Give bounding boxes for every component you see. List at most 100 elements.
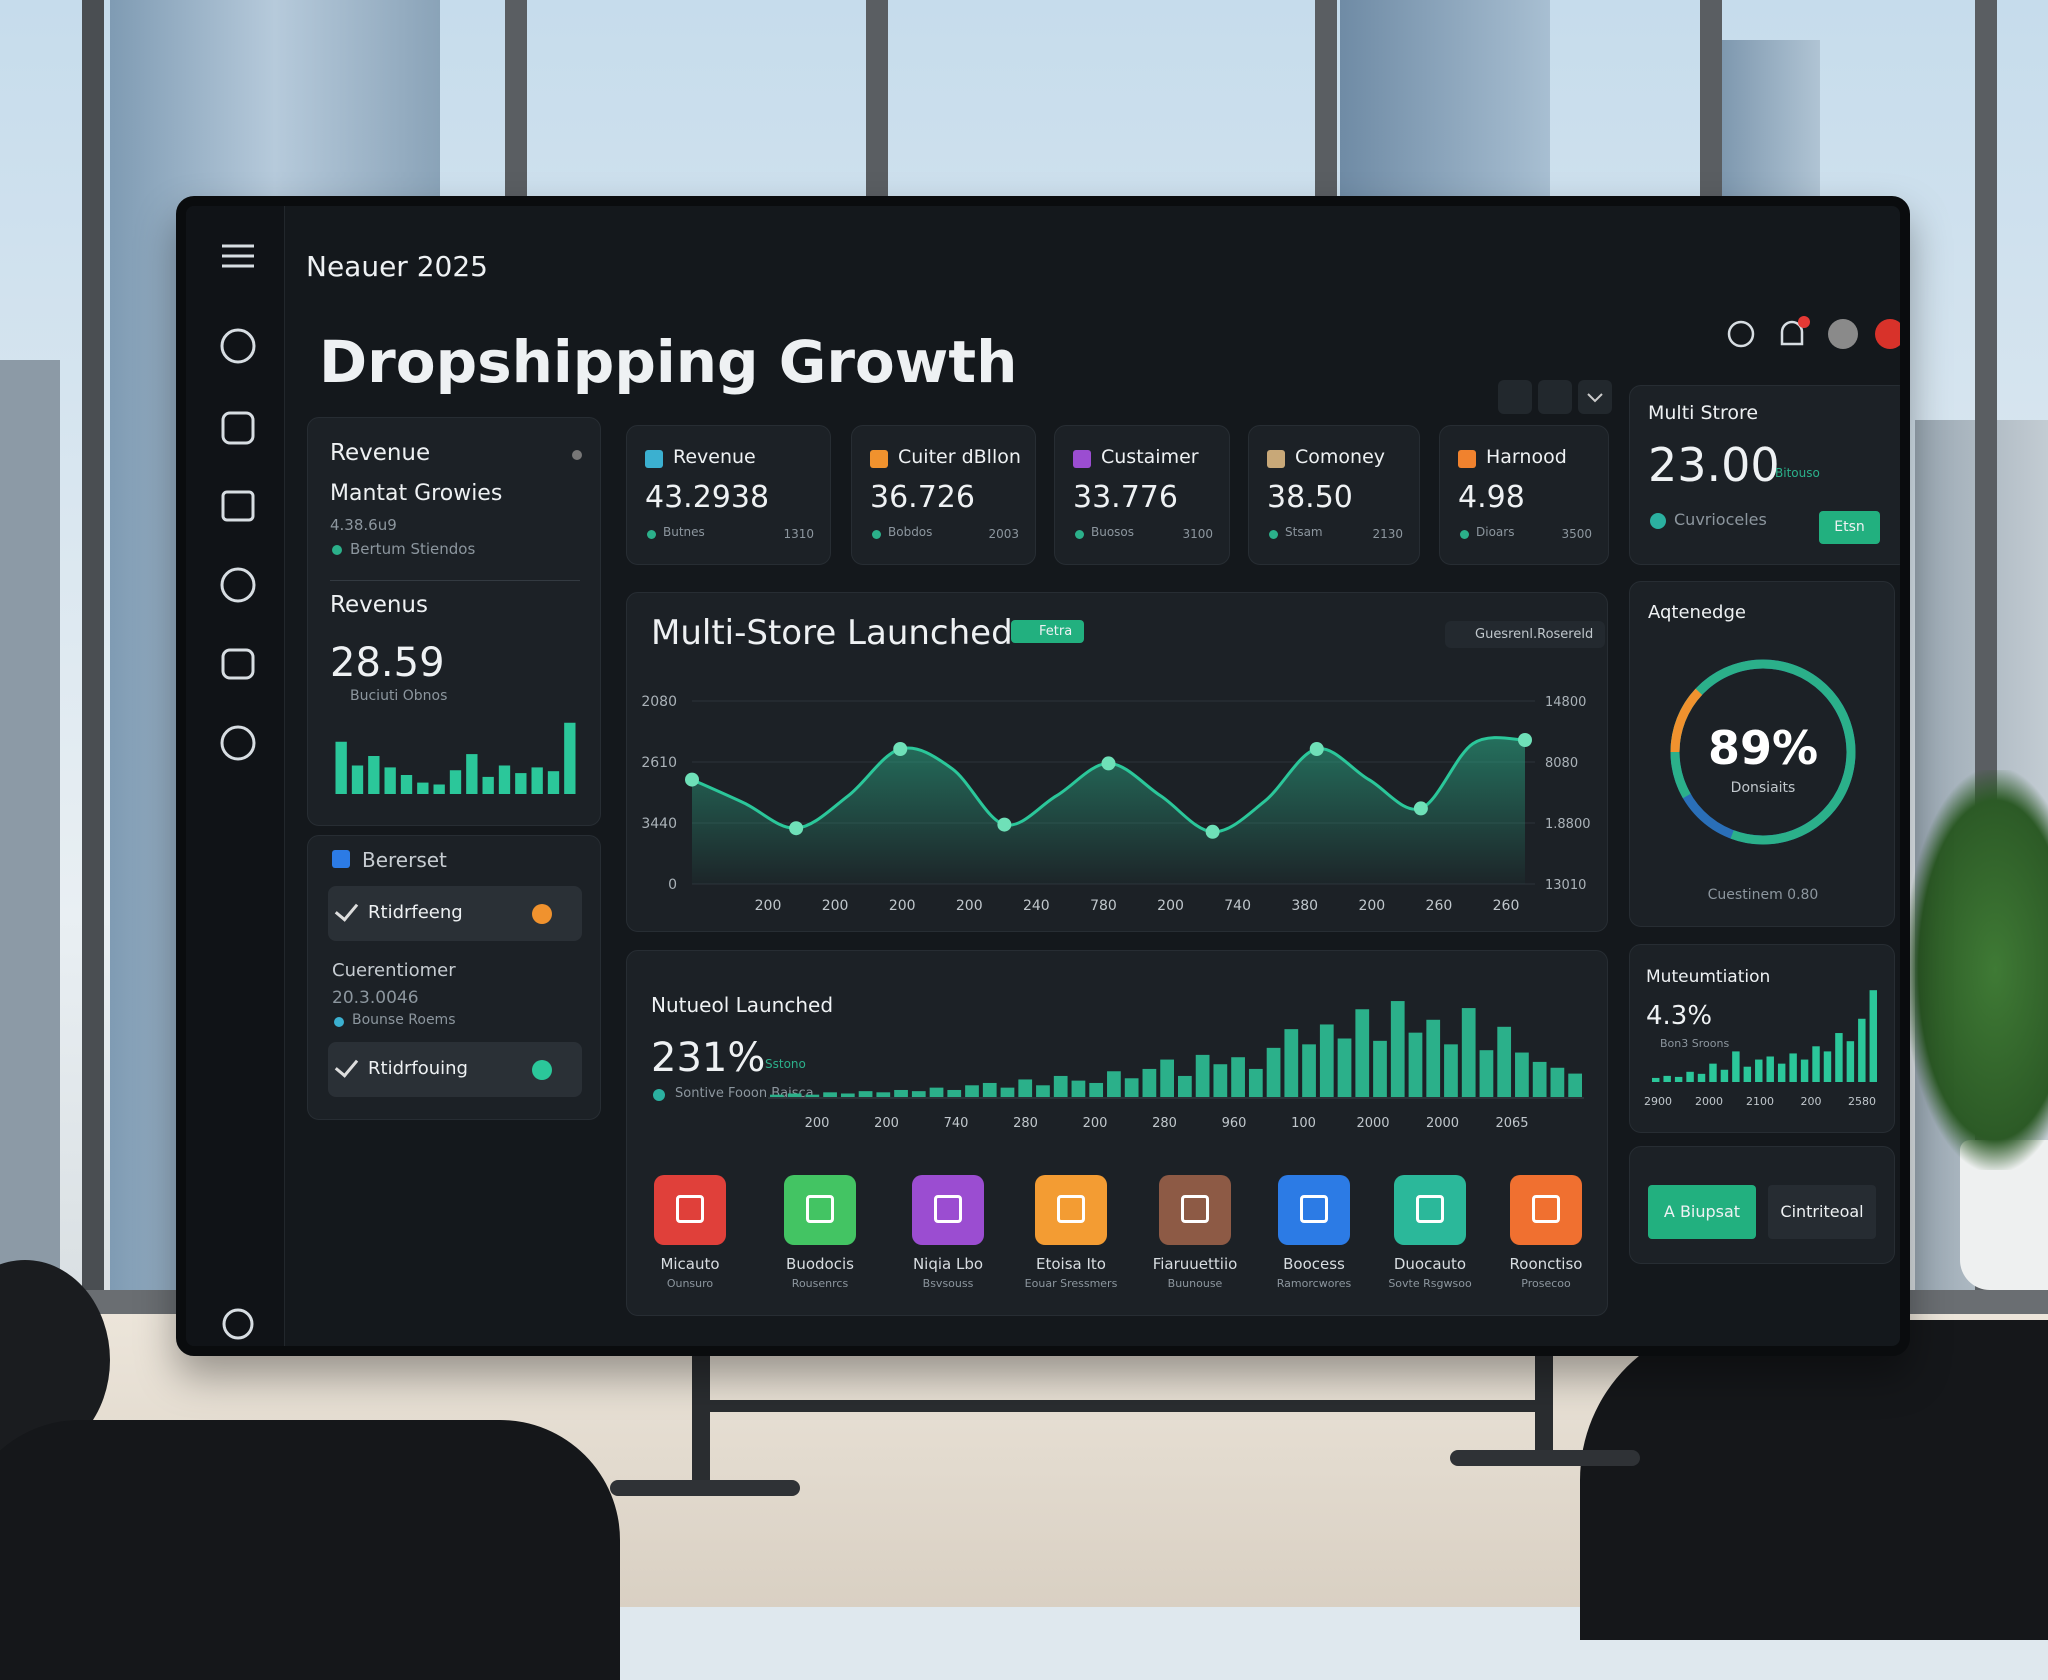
stand-base bbox=[610, 1480, 800, 1496]
mini-chart-card: Muteumtiation 4.3% Bon3 Sroons 2900 2000 2… bbox=[1629, 944, 1895, 1133]
nav-icon[interactable] bbox=[221, 490, 255, 522]
nav-icon[interactable] bbox=[220, 725, 256, 761]
app-tile[interactable] bbox=[654, 1175, 726, 1245]
tool-button[interactable] bbox=[1538, 380, 1572, 414]
kpi-value: 4.98 bbox=[1458, 480, 1525, 515]
app-sublabel: Buunouse bbox=[1167, 1277, 1223, 1290]
app-glyph bbox=[1532, 1195, 1560, 1223]
stand-bar bbox=[700, 1400, 1545, 1412]
kpi-note: Bobdos bbox=[888, 525, 933, 539]
header-icons bbox=[1727, 316, 1905, 349]
x-tick-label: 2100 bbox=[1746, 1095, 1774, 1108]
y2-tick-label: 13010 bbox=[1545, 878, 1586, 893]
nav-icon[interactable] bbox=[220, 567, 256, 603]
value: 4.3% bbox=[1646, 1001, 1713, 1031]
kpi-label: Custaimer bbox=[1101, 446, 1199, 468]
filter[interactable]: Guesrenl.Rosereld bbox=[1445, 621, 1606, 648]
kpi-card: Harnood 4.98 Dioars 3500 bbox=[1439, 425, 1609, 565]
bar bbox=[335, 741, 347, 794]
note: Bertum Stiendos bbox=[350, 540, 476, 558]
kpi-value: 36.726 bbox=[870, 480, 975, 515]
point bbox=[1205, 824, 1220, 839]
kpi-extra: 2003 bbox=[988, 527, 1019, 541]
tool-button[interactable] bbox=[1578, 380, 1612, 414]
point bbox=[1518, 733, 1532, 747]
gauge-accent bbox=[1670, 659, 1856, 845]
kpi-note: Dioars bbox=[1476, 525, 1515, 539]
bar bbox=[1515, 1052, 1529, 1097]
app-label: Niqia Lbo bbox=[912, 1255, 984, 1273]
page-title: Dropshipping Growth bbox=[319, 328, 1018, 396]
line-chart-card: Multi-Store Launched Fetra Guesrenl.Rose… bbox=[626, 592, 1608, 932]
y-tick-label: 0 bbox=[668, 877, 677, 893]
nav-icon[interactable] bbox=[221, 648, 255, 680]
bar bbox=[1390, 1001, 1405, 1097]
bar bbox=[1869, 990, 1877, 1082]
y-tick-label: 2080 bbox=[641, 694, 677, 710]
nav-icon[interactable] bbox=[220, 328, 256, 364]
bar bbox=[1812, 1046, 1820, 1082]
x-tick-label: 200 bbox=[755, 898, 782, 914]
bar bbox=[1789, 1053, 1797, 1082]
dot bbox=[653, 1089, 665, 1101]
building bbox=[0, 360, 60, 1300]
task-label: Rtidrfouing bbox=[368, 1058, 468, 1079]
dot bbox=[1460, 530, 1469, 539]
bar bbox=[1373, 1040, 1387, 1097]
bar bbox=[1732, 1051, 1740, 1082]
avatar[interactable] bbox=[1875, 319, 1905, 349]
action-button[interactable]: A Biupsat bbox=[1648, 1185, 1756, 1239]
toolbar bbox=[1498, 380, 1612, 414]
kpi-extra: 1310 bbox=[783, 527, 814, 541]
app-tile[interactable] bbox=[1394, 1175, 1466, 1245]
app-tile[interactable] bbox=[912, 1175, 984, 1245]
kpi-swatch bbox=[1073, 450, 1091, 468]
x-tick-label: 280 bbox=[1152, 1116, 1177, 1131]
app-tile[interactable] bbox=[784, 1175, 856, 1245]
mini-bar-chart: 2900 2000 2100 200 2580 bbox=[1644, 990, 1877, 1108]
bar bbox=[1319, 1024, 1334, 1097]
nav-icon[interactable] bbox=[221, 411, 255, 445]
bar bbox=[1444, 1044, 1458, 1097]
nav-icon[interactable] bbox=[222, 1308, 254, 1340]
action-button[interactable]: Cintriteoal bbox=[1768, 1185, 1876, 1239]
y2-tick-label: 14800 bbox=[1545, 695, 1586, 710]
overview-card: Revenue Mantat Growies 4.38.6u9 Bertum S… bbox=[307, 417, 601, 826]
bar bbox=[1248, 1068, 1263, 1097]
card-title: Multi Strore bbox=[1648, 402, 1759, 424]
tool-button[interactable] bbox=[1498, 380, 1532, 414]
gauge-value: 89% bbox=[1708, 721, 1818, 775]
kpi-swatch bbox=[1267, 450, 1285, 468]
point bbox=[893, 742, 908, 756]
monitor: Neauer 2025 Dropshipping Growth Revenue … bbox=[176, 196, 1910, 1356]
app-label: Buodocis bbox=[786, 1255, 854, 1273]
gauge: 89% Donsiaits bbox=[1670, 659, 1856, 845]
app-tile[interactable] bbox=[1159, 1175, 1231, 1245]
bar bbox=[1018, 1079, 1033, 1097]
bar bbox=[1766, 1056, 1774, 1082]
task-row[interactable]: Rtidrfeeng bbox=[328, 886, 582, 941]
bar bbox=[876, 1092, 891, 1097]
badge[interactable]: Fetra bbox=[1011, 620, 1085, 643]
app-tile[interactable] bbox=[1510, 1175, 1582, 1245]
bar bbox=[466, 754, 478, 794]
x-tick-label: 2065 bbox=[1495, 1116, 1528, 1131]
bell-icon[interactable] bbox=[1780, 320, 1804, 346]
bar bbox=[564, 722, 576, 794]
task-row[interactable]: Rtidrfouing bbox=[328, 1042, 582, 1097]
bar bbox=[1846, 1041, 1855, 1082]
app-tile[interactable] bbox=[1278, 1175, 1350, 1245]
app-tile[interactable] bbox=[1035, 1175, 1107, 1245]
x-tick-label: 780 bbox=[1090, 898, 1117, 914]
kpi-label: Comoney bbox=[1295, 446, 1385, 468]
chart-title: Nutueol Launched bbox=[651, 993, 834, 1017]
bar bbox=[947, 1089, 962, 1097]
search-icon[interactable] bbox=[1727, 320, 1755, 348]
bar bbox=[1777, 1063, 1786, 1082]
avatar[interactable] bbox=[1828, 319, 1858, 349]
bar bbox=[770, 1094, 784, 1097]
button[interactable]: Etsn bbox=[1819, 511, 1880, 544]
x-tick-label: 2580 bbox=[1848, 1095, 1876, 1108]
point bbox=[1309, 742, 1324, 756]
x-tick-label: 260 bbox=[1426, 898, 1453, 914]
